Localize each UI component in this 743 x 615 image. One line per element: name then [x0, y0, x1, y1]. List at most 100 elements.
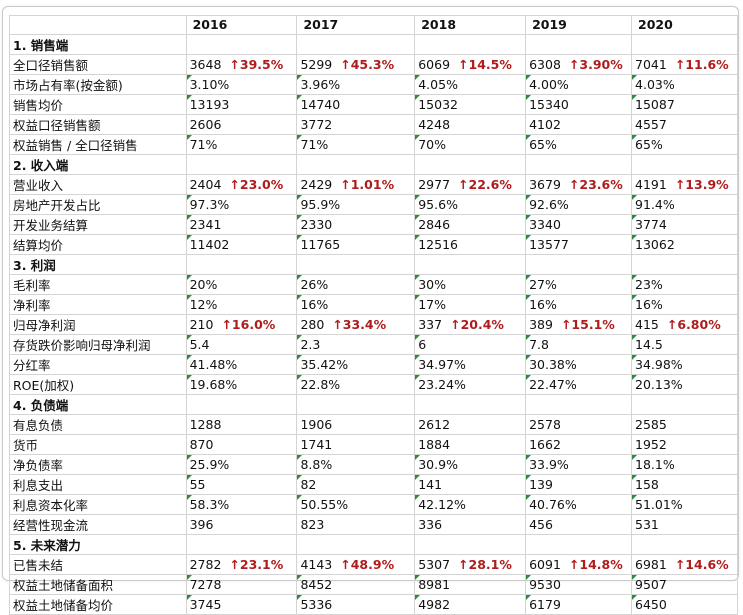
value-cell[interactable]: 30.9%: [414, 453, 527, 475]
value-cell[interactable]: 13193: [185, 93, 298, 115]
row-label[interactable]: 权益销售 / 全口径销售: [9, 133, 187, 155]
value-cell[interactable]: 3679 ↑23.6%: [525, 173, 633, 195]
value-cell[interactable]: 5299 ↑45.3%: [296, 53, 416, 75]
value-cell[interactable]: 14.5: [631, 333, 738, 355]
value-cell[interactable]: 30.38%: [525, 353, 633, 375]
value-cell[interactable]: 2585: [631, 413, 738, 435]
row-label[interactable]: 结算均价: [9, 233, 187, 255]
row-label[interactable]: 房地产开发占比: [9, 193, 187, 215]
value-cell[interactable]: 6091 ↑14.8%: [525, 553, 633, 575]
row-label[interactable]: 货币: [9, 433, 187, 455]
empty-cell[interactable]: [296, 153, 416, 175]
row-label[interactable]: 营业收入: [9, 173, 187, 195]
row-label[interactable]: 经营性现金流: [9, 513, 187, 535]
value-cell[interactable]: 3745: [185, 593, 298, 615]
value-cell[interactable]: 15087: [631, 93, 738, 115]
value-cell[interactable]: 3.10%: [185, 73, 298, 95]
empty-cell[interactable]: [525, 393, 633, 415]
empty-cell[interactable]: [185, 153, 298, 175]
header-year[interactable]: 2019: [525, 15, 633, 35]
empty-cell[interactable]: [414, 153, 527, 175]
header-year[interactable]: 2018: [414, 15, 527, 35]
row-label[interactable]: ROE(加权): [9, 373, 187, 395]
value-cell[interactable]: 415 ↑6.80%: [631, 313, 738, 335]
value-cell[interactable]: 7278: [185, 573, 298, 595]
value-cell[interactable]: 41.48%: [185, 353, 298, 375]
section-title[interactable]: 3. 利润: [9, 253, 187, 275]
row-label[interactable]: 销售均价: [9, 93, 187, 115]
value-cell[interactable]: 336: [414, 513, 527, 535]
row-label[interactable]: 净利率: [9, 293, 187, 315]
value-cell[interactable]: 16%: [296, 293, 416, 315]
value-cell[interactable]: 1662: [525, 433, 633, 455]
value-cell[interactable]: 823: [296, 513, 416, 535]
value-cell[interactable]: 17%: [414, 293, 527, 315]
value-cell[interactable]: 4982: [414, 593, 527, 615]
value-cell[interactable]: 12%: [185, 293, 298, 315]
value-cell[interactable]: 65%: [525, 133, 633, 155]
value-cell[interactable]: 6450: [631, 593, 738, 615]
value-cell[interactable]: 139: [525, 473, 633, 495]
value-cell[interactable]: 8981: [414, 573, 527, 595]
value-cell[interactable]: 4.05%: [414, 73, 527, 95]
value-cell[interactable]: 12516: [414, 233, 527, 255]
empty-cell[interactable]: [631, 393, 738, 415]
value-cell[interactable]: 7041 ↑11.6%: [631, 53, 738, 75]
empty-cell[interactable]: [185, 533, 298, 555]
empty-cell[interactable]: [414, 33, 527, 55]
empty-cell[interactable]: [296, 533, 416, 555]
value-cell[interactable]: 1884: [414, 433, 527, 455]
value-cell[interactable]: 11765: [296, 233, 416, 255]
value-cell[interactable]: 5.4: [185, 333, 298, 355]
empty-cell[interactable]: [414, 533, 527, 555]
value-cell[interactable]: 6308 ↑3.90%: [525, 53, 633, 75]
value-cell[interactable]: 82: [296, 473, 416, 495]
value-cell[interactable]: 141: [414, 473, 527, 495]
empty-cell[interactable]: [185, 33, 298, 55]
value-cell[interactable]: 70%: [414, 133, 527, 155]
value-cell[interactable]: 6069 ↑14.5%: [414, 53, 527, 75]
value-cell[interactable]: 33.9%: [525, 453, 633, 475]
value-cell[interactable]: 3340: [525, 213, 633, 235]
empty-cell[interactable]: [414, 393, 527, 415]
value-cell[interactable]: 2782 ↑23.1%: [185, 553, 298, 575]
empty-cell[interactable]: [296, 393, 416, 415]
value-cell[interactable]: 26%: [296, 273, 416, 295]
value-cell[interactable]: 23%: [631, 273, 738, 295]
value-cell[interactable]: 65%: [631, 133, 738, 155]
row-label[interactable]: 净负债率: [9, 453, 187, 475]
row-label[interactable]: 存货跌价影响归母净利润: [9, 333, 187, 355]
value-cell[interactable]: 50.55%: [296, 493, 416, 515]
value-cell[interactable]: 2429 ↑1.01%: [296, 173, 416, 195]
value-cell[interactable]: 58.3%: [185, 493, 298, 515]
row-label[interactable]: 归母净利润: [9, 313, 187, 335]
section-title[interactable]: 2. 收入端: [9, 153, 187, 175]
value-cell[interactable]: 18.1%: [631, 453, 738, 475]
value-cell[interactable]: 34.98%: [631, 353, 738, 375]
value-cell[interactable]: 8452: [296, 573, 416, 595]
row-label[interactable]: 权益土地储备均价: [9, 593, 187, 615]
value-cell[interactable]: 97.3%: [185, 193, 298, 215]
header-year[interactable]: 2017: [296, 15, 416, 35]
value-cell[interactable]: 2404 ↑23.0%: [185, 173, 298, 195]
value-cell[interactable]: 55: [185, 473, 298, 495]
value-cell[interactable]: 27%: [525, 273, 633, 295]
value-cell[interactable]: 20%: [185, 273, 298, 295]
value-cell[interactable]: 5307 ↑28.1%: [414, 553, 527, 575]
value-cell[interactable]: 23.24%: [414, 373, 527, 395]
value-cell[interactable]: 7.8: [525, 333, 633, 355]
value-cell[interactable]: 4.03%: [631, 73, 738, 95]
value-cell[interactable]: 210 ↑16.0%: [185, 313, 298, 335]
value-cell[interactable]: 4143 ↑48.9%: [296, 553, 416, 575]
value-cell[interactable]: 4191 ↑13.9%: [631, 173, 738, 195]
value-cell[interactable]: 20.13%: [631, 373, 738, 395]
value-cell[interactable]: 3648 ↑39.5%: [185, 53, 298, 75]
value-cell[interactable]: 34.97%: [414, 353, 527, 375]
value-cell[interactable]: 2330: [296, 213, 416, 235]
value-cell[interactable]: 2846: [414, 213, 527, 235]
value-cell[interactable]: 71%: [185, 133, 298, 155]
value-cell[interactable]: 1741: [296, 433, 416, 455]
value-cell[interactable]: 5336: [296, 593, 416, 615]
row-label[interactable]: 利息支出: [9, 473, 187, 495]
value-cell[interactable]: 11402: [185, 233, 298, 255]
